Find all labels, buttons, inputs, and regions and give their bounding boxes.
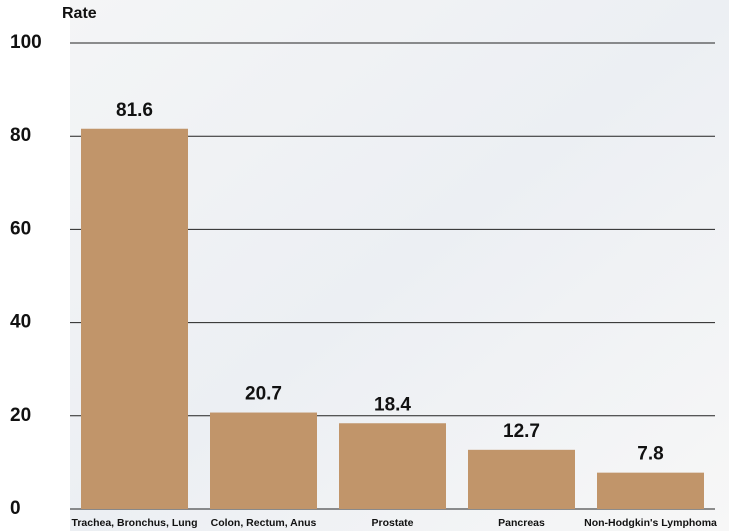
value-label: 20.7 — [245, 384, 282, 405]
y-tick-label: 0 — [10, 498, 21, 519]
bar — [210, 412, 317, 509]
value-label: 81.6 — [116, 100, 153, 121]
value-label: 12.7 — [503, 421, 540, 442]
y-tick-label: 80 — [10, 125, 31, 146]
value-label: 7.8 — [637, 444, 663, 465]
bar — [597, 472, 704, 509]
x-tick-label: Prostate — [371, 517, 413, 529]
value-label: 18.4 — [374, 394, 411, 415]
bar — [468, 449, 575, 509]
x-tick-label: Colon, Rectum, Anus — [211, 517, 317, 529]
x-tick-label: Trachea, Bronchus, Lung — [71, 517, 197, 529]
bar — [339, 423, 446, 509]
y-tick-label: 40 — [10, 312, 31, 333]
bar — [81, 128, 188, 509]
y-tick-label: 20 — [10, 405, 31, 426]
y-tick-label: 100 — [10, 32, 42, 53]
chart-title: Rate — [62, 5, 97, 22]
x-tick-label: Pancreas — [498, 517, 545, 529]
x-tick-label: Non-Hodgkin's Lymphoma — [584, 517, 717, 529]
y-tick-label: 60 — [10, 218, 31, 239]
